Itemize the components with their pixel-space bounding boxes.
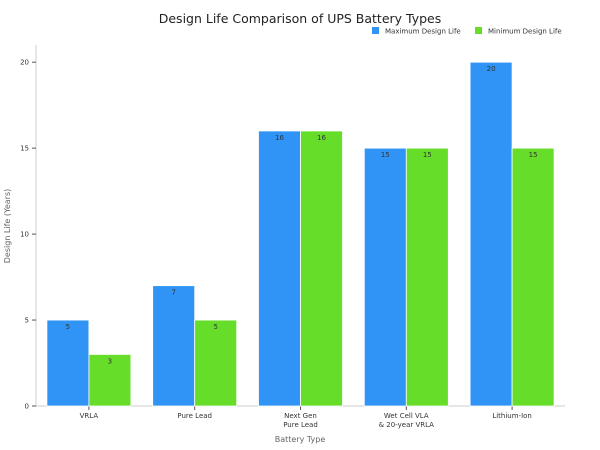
bar-minimum-design-life [511, 147, 555, 407]
bar-value-label: 20 [487, 65, 496, 73]
bar-maximum-design-life [258, 130, 301, 407]
x-tick-label: Lithium-Ion [492, 412, 532, 420]
bar-value-label: 5 [213, 323, 217, 331]
y-tick-label: 0 [25, 403, 29, 411]
chart-title: Design Life Comparison of UPS Battery Ty… [159, 11, 442, 26]
x-tick-label: & 20-year VRLA [379, 421, 435, 429]
y-tick-label: 10 [20, 231, 29, 239]
x-tick-label: Next Gen [284, 412, 317, 420]
bar-value-label: 16 [275, 134, 284, 142]
bar-maximum-design-life [469, 61, 513, 407]
x-tick-label: Pure Lead [177, 412, 212, 420]
legend-swatch [372, 27, 379, 34]
bar-maximum-design-life [363, 147, 407, 407]
y-axis-label: Design Life (Years) [3, 189, 12, 263]
bar-minimum-design-life [88, 354, 132, 407]
bar-value-label: 15 [423, 151, 432, 159]
y-tick-label: 5 [25, 317, 29, 325]
bar-value-label: 15 [381, 151, 390, 159]
bar-minimum-design-life [405, 147, 449, 407]
legend-label: Maximum Design Life [385, 28, 461, 36]
data-labels: 5 3 7 5 16 16 15 15 20 15 [66, 65, 538, 365]
bar-value-label: 16 [317, 134, 326, 142]
bar-maximum-design-life [46, 319, 90, 407]
bar-value-label: 5 [66, 323, 70, 331]
bar-maximum-design-life [152, 285, 196, 407]
x-axis-label: Battery Type [275, 435, 326, 444]
bar-minimum-design-life [300, 130, 343, 407]
bar-value-label: 3 [108, 357, 112, 365]
x-tick-label: Wet Cell VLA [384, 412, 429, 420]
legend-label: Minimum Design Life [488, 28, 562, 36]
legend-swatch [475, 27, 482, 34]
bar-value-label: 15 [529, 151, 538, 159]
y-tick-label: 15 [20, 145, 29, 153]
bars [46, 61, 555, 407]
x-tick-label: VRLA [80, 412, 99, 420]
y-tick-label: 20 [20, 59, 29, 67]
bar-value-label: 7 [171, 289, 175, 297]
bar-minimum-design-life [194, 319, 238, 407]
x-tick-label: Pure Lead [283, 421, 318, 429]
legend: Maximum Design Life Minimum Design Life [372, 27, 562, 36]
